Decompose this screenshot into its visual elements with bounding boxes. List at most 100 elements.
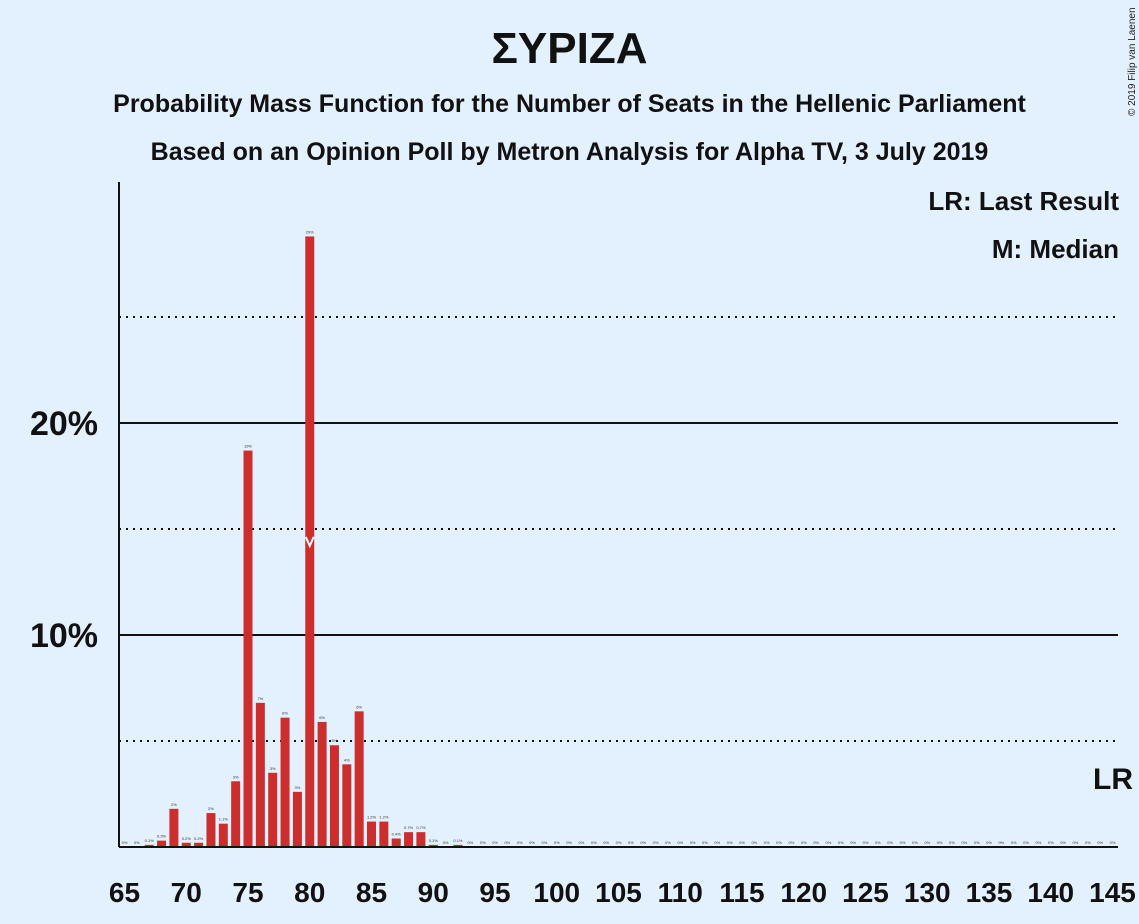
bar-value-label: 0%	[1060, 840, 1066, 845]
bar-value-label: 0.1%	[429, 838, 439, 843]
bar-value-label: 0%	[591, 840, 597, 845]
bar-seat-84	[354, 711, 364, 847]
x-tick-label: 85	[356, 877, 387, 908]
bar-value-label: 0%	[443, 840, 449, 845]
last-result-marker: LR	[1093, 763, 1133, 796]
bar-value-label: 0.3%	[157, 834, 167, 839]
legend-last-result: LR: Last Result	[928, 186, 1119, 216]
bar-seat-79	[292, 791, 302, 847]
axes: 10% 20% 65 70 75 80 85 90 95 100 105 110 115 120 125 13…	[30, 182, 1136, 908]
bar-value-label: 7%	[257, 696, 263, 701]
bar-value-label: 0%	[789, 840, 795, 845]
bar-value-label: 0.1%	[453, 838, 463, 843]
bar-value-label: 0%	[1073, 840, 1079, 845]
bar-value-label: 0%	[912, 840, 918, 845]
bar-seat-67	[144, 844, 154, 847]
bar-seat-77	[268, 772, 278, 847]
x-tick-label: 65	[109, 877, 140, 908]
bar-seat-82	[329, 745, 339, 847]
bar-value-label: 0%	[776, 840, 782, 845]
bar-seat-68	[157, 840, 167, 847]
bar-value-label: 2%	[171, 802, 177, 807]
x-tick-label: 120	[780, 877, 827, 908]
bar-value-label: 0%	[863, 840, 869, 845]
bar-value-label: 0%	[764, 840, 770, 845]
bar-value-label: 0%	[1110, 840, 1116, 845]
x-tick-label: 140	[1027, 877, 1074, 908]
bar-seat-71	[194, 842, 204, 847]
bar-value-label: 0%	[714, 840, 720, 845]
bar-value-label: 0%	[542, 840, 548, 845]
bar-seat-89	[416, 832, 426, 847]
x-tick-label: 95	[479, 877, 510, 908]
bar-value-label: 3%	[233, 774, 239, 779]
bar-value-label: 0%	[702, 840, 708, 845]
bar-value-label: 0%	[1023, 840, 1029, 845]
bar-value-label: 0%	[900, 840, 906, 845]
bar-value-label: 0%	[813, 840, 819, 845]
bar-value-label: 0%	[850, 840, 856, 845]
x-tick-label: 145	[1089, 877, 1136, 908]
bar-value-label: 0%	[986, 840, 992, 845]
bar-value-label: 0%	[122, 840, 128, 845]
bar-value-label: 0%	[1097, 840, 1103, 845]
x-tick-label: 115	[719, 877, 764, 908]
bar-value-label: 0.2%	[182, 836, 192, 841]
bar-value-label: 0%	[937, 840, 943, 845]
bar-value-label: 0.1%	[145, 838, 155, 843]
bar-value-label: 6%	[356, 704, 362, 709]
chart-title: ΣΥΡΙΖΑ	[491, 24, 648, 73]
bar-value-label: 0%	[480, 840, 486, 845]
x-tick-label: 70	[171, 877, 202, 908]
bar-value-label: 0%	[739, 840, 745, 845]
bar-value-label: 2%	[208, 806, 214, 811]
x-tick-label: 110	[658, 877, 703, 908]
bar-value-label: 0%	[826, 840, 832, 845]
bar-seat-81	[317, 721, 327, 847]
bar-value-label: 0.2%	[194, 836, 204, 841]
bar-value-label: 0%	[887, 840, 893, 845]
bar-value-label: 1.1%	[219, 817, 229, 822]
x-tick-label: 105	[595, 877, 642, 908]
bar-seat-76	[255, 702, 265, 847]
bar-value-label: 0%	[974, 840, 980, 845]
bar-value-label: 0%	[1036, 840, 1042, 845]
bar-value-labels: 0% 0% 0.1%0.3%2%0.2% 0.2%2%1.1%3%19%7%3%6%3…	[122, 229, 1116, 845]
bar-value-label: 1.2%	[379, 815, 389, 820]
bar-value-label: 5%	[332, 738, 338, 743]
bar-value-label: 0%	[875, 840, 881, 845]
bar-seat-83	[342, 764, 352, 847]
bar-seat-88	[404, 832, 414, 847]
bar-seat-75	[243, 450, 253, 847]
legend-median: M: Median	[991, 234, 1119, 264]
bar-seat-90	[428, 844, 438, 847]
bar-value-label: 0%	[665, 840, 671, 845]
bar-value-label: 0%	[998, 840, 1004, 845]
y-tick-label: 10%	[30, 617, 98, 655]
bar-value-label: 0%	[529, 840, 535, 845]
y-tick-label: 20%	[30, 405, 98, 443]
bar-seat-74	[231, 781, 241, 847]
bar-value-label: 0%	[628, 840, 634, 845]
bar-value-label: 0%	[924, 840, 930, 845]
bar-value-label: 0%	[961, 840, 967, 845]
bar-value-label: 4%	[344, 757, 350, 762]
x-tick-label: 90	[418, 877, 449, 908]
bar-value-label: 0%	[504, 840, 510, 845]
chart-subtitle-source: Based on an Opinion Poll by Metron Analy…	[150, 138, 989, 166]
bar-seat-69	[169, 808, 179, 847]
bar-value-label: 0%	[492, 840, 498, 845]
bar-value-label: 0%	[653, 840, 659, 845]
bar-seat-72	[206, 813, 216, 847]
x-tick-label: 75	[232, 877, 263, 908]
bar-seat-86	[379, 821, 389, 847]
x-tick-label: 130	[904, 877, 951, 908]
bar-value-label: 0%	[801, 840, 807, 845]
bar-seat-80	[305, 236, 315, 847]
bar-value-label: 0.7%	[416, 825, 426, 830]
bar-seat-70	[181, 842, 191, 847]
bar-value-label: 0.7%	[404, 825, 414, 830]
bar-value-label: 0%	[517, 840, 523, 845]
gridlines	[119, 316, 1118, 742]
